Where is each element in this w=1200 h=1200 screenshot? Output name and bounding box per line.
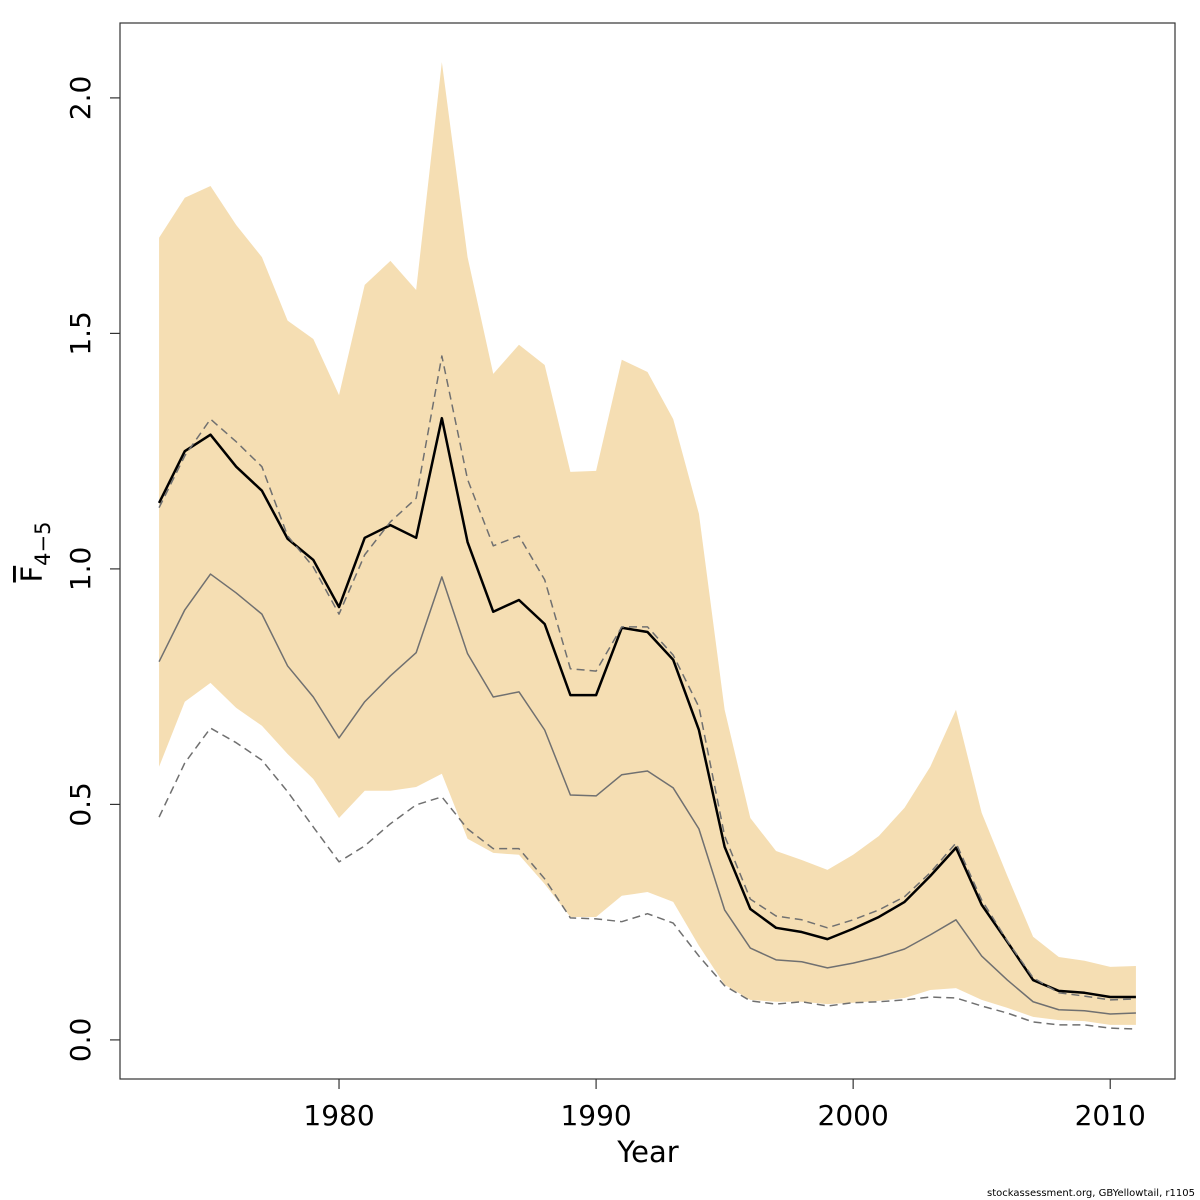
y-tick-label: 0.5	[64, 782, 97, 827]
series-line	[158, 355, 1136, 1001]
series-line	[158, 573, 1136, 1015]
x-tick-label: 1990	[560, 1099, 631, 1132]
confidence-band	[159, 62, 1136, 1025]
y-tick-label: 2.0	[64, 76, 97, 121]
footer: stockassessment.org, GBYellowtail, r1105	[987, 1188, 1195, 1199]
x-axis-label: Year	[616, 1135, 678, 1169]
y-tick-label: 1.5	[64, 311, 97, 356]
y-label-main: F	[15, 566, 49, 583]
x-tick-label: 1980	[303, 1099, 374, 1132]
y-axis-label: F4−5	[15, 521, 55, 582]
y-label-sub: 4−5	[31, 521, 55, 565]
series-line	[157, 416, 1136, 999]
x-tick-label: 2010	[1075, 1099, 1146, 1132]
y-tick-label: 0.0	[64, 1018, 97, 1063]
plot-frame	[119, 22, 1176, 1080]
y-tick-label: 1.0	[64, 547, 97, 592]
series-line	[158, 727, 1136, 1030]
x-tick-label: 2000	[818, 1099, 889, 1132]
